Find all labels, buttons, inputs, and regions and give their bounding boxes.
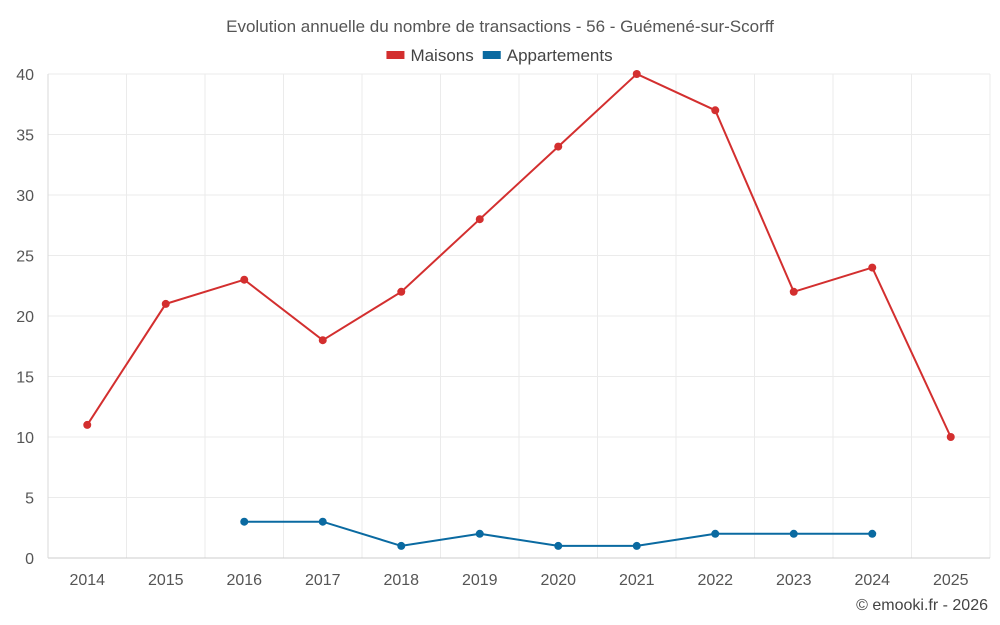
x-axis: 2014 2015 2016 2017 2018 2019 2020 2021 2022 2023…: [69, 572, 968, 589]
x-tick-label: 2020: [540, 572, 576, 589]
data-point-maisons: [318, 336, 327, 345]
data-point-maisons: [83, 420, 92, 429]
data-point-appartements: [711, 529, 720, 538]
y-tick-label: 10: [16, 430, 34, 447]
data-point-maisons: [397, 287, 406, 296]
legend-label-appartements: Appartements: [507, 46, 613, 65]
data-point-maisons: [711, 106, 720, 115]
data-point-appartements: [789, 529, 798, 538]
data-point-maisons: [789, 287, 798, 296]
y-axis: 0 5 10 15 20 25 30 35 40: [16, 67, 34, 568]
y-tick-label: 35: [16, 128, 34, 145]
y-tick-label: 15: [16, 370, 34, 387]
x-tick-label: 2014: [69, 572, 105, 589]
data-point-maisons: [632, 70, 641, 78]
x-tick-label: 2018: [383, 572, 419, 589]
y-tick-label: 0: [25, 551, 34, 568]
data-point-appartements: [554, 541, 563, 550]
data-point-maisons: [554, 142, 563, 151]
legend-swatch-appartements: [482, 51, 501, 59]
data-point-appartements: [475, 529, 484, 538]
x-tick-label: 2016: [226, 572, 262, 589]
y-tick-label: 25: [16, 249, 34, 266]
y-tick-label: 40: [16, 67, 34, 84]
legend-label-maisons: Maisons: [410, 46, 473, 65]
x-tick-label: 2025: [933, 572, 969, 589]
legend-swatch-maisons: [386, 51, 405, 59]
data-point-appartements: [318, 517, 327, 526]
x-tick-label: 2023: [776, 572, 812, 589]
data-point-appartements: [632, 541, 641, 550]
y-tick-label: 5: [25, 491, 34, 508]
data-point-appartements: [240, 517, 249, 526]
x-tick-label: 2017: [305, 572, 341, 589]
data-point-maisons: [868, 263, 877, 272]
x-tick-label: 2021: [619, 572, 655, 589]
data-point-maisons: [475, 215, 484, 224]
y-tick-label: 30: [16, 188, 34, 205]
credit-text: © emooki.fr - 2026: [856, 597, 988, 614]
y-tick-label: 20: [16, 309, 34, 326]
chart-legend: Maisons Appartements: [386, 46, 613, 65]
x-tick-label: 2015: [148, 572, 184, 589]
data-point-maisons: [161, 299, 170, 308]
chart-title: Evolution annuelle du nombre de transact…: [226, 17, 774, 36]
data-point-appartements: [868, 529, 877, 538]
x-tick-label: 2024: [854, 572, 890, 589]
x-tick-label: 2019: [462, 572, 498, 589]
series-line-maisons: [86, 72, 952, 438]
data-point-appartements: [397, 541, 406, 550]
grid-lines: [47, 73, 991, 559]
series-group: [83, 70, 955, 550]
data-point-maisons: [946, 433, 955, 441]
data-point-maisons: [240, 275, 249, 284]
x-tick-label: 2022: [697, 572, 733, 589]
